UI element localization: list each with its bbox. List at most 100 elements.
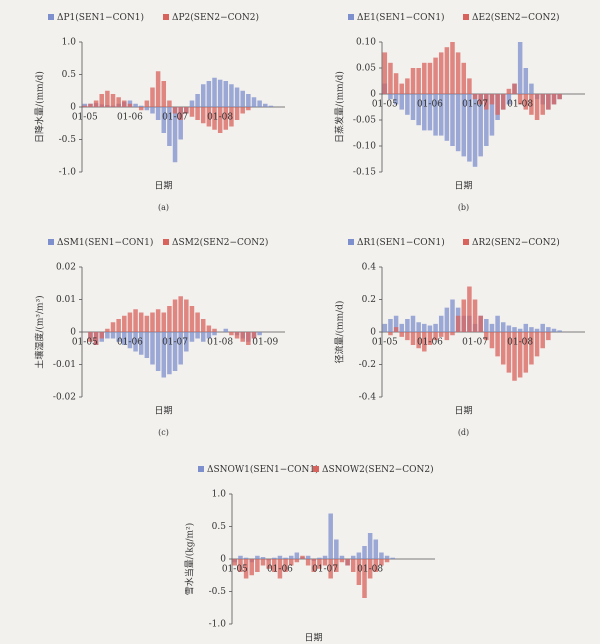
bar xyxy=(484,332,489,341)
bar xyxy=(484,94,489,146)
bar xyxy=(93,332,99,345)
bar xyxy=(484,94,489,110)
legend-label: ΔP2(SEN2−CON2) xyxy=(172,12,259,23)
legend-swatch xyxy=(48,239,54,245)
bar xyxy=(240,107,245,114)
legend-label: ΔR2(SEN2−CON2) xyxy=(472,237,560,248)
bar xyxy=(127,103,133,107)
bar xyxy=(410,68,416,94)
bar xyxy=(212,107,217,130)
bar xyxy=(82,105,88,107)
legend-label: ΔSNOW1(SEN1−CON1) xyxy=(207,464,319,475)
bar xyxy=(382,52,388,94)
bar xyxy=(195,107,200,120)
x-tick-label: 01-05 xyxy=(372,338,398,348)
x-tick-label: 01-06 xyxy=(417,100,443,110)
bar xyxy=(223,107,229,130)
bar xyxy=(172,107,178,114)
bar xyxy=(82,103,88,107)
bar xyxy=(416,332,421,349)
bar xyxy=(393,73,399,94)
bar xyxy=(240,90,245,107)
bar xyxy=(178,332,183,365)
y-axis-title: 径流量/(mm/d) xyxy=(334,301,346,364)
legend-swatch xyxy=(463,14,469,20)
bar xyxy=(356,552,362,559)
legend-swatch xyxy=(163,239,169,245)
bar xyxy=(294,552,300,559)
bar xyxy=(328,513,333,559)
bar xyxy=(489,332,495,349)
bar xyxy=(427,332,433,345)
bar xyxy=(444,307,450,332)
bar xyxy=(150,107,155,114)
bar xyxy=(410,315,416,332)
bar xyxy=(467,286,472,332)
bar xyxy=(322,559,328,566)
bar xyxy=(212,328,217,332)
bar xyxy=(467,78,472,94)
bar xyxy=(523,94,529,110)
y-tick-label: -0.15 xyxy=(353,168,376,178)
bar xyxy=(367,533,373,559)
bar xyxy=(399,323,404,332)
bar xyxy=(393,327,399,332)
bar xyxy=(110,332,116,339)
bar xyxy=(238,555,243,559)
x-tick-label: 01-06 xyxy=(417,338,443,348)
bar xyxy=(399,332,404,337)
bar xyxy=(178,107,183,140)
legend-label: ΔSM1(SEN1−CON1) xyxy=(57,237,153,248)
y-tick-label: -1.0 xyxy=(209,620,227,630)
bar xyxy=(99,94,104,107)
bar xyxy=(427,62,433,94)
x-tick-label: 01-07 xyxy=(162,338,188,348)
y-tick-label: 0.02 xyxy=(56,263,76,273)
y-tick-label: 0 xyxy=(220,555,226,565)
bar xyxy=(379,552,384,559)
bar xyxy=(478,94,483,157)
bar xyxy=(517,94,523,105)
bar xyxy=(144,107,150,111)
y-tick-label: 0 xyxy=(370,90,376,100)
bar xyxy=(334,559,339,572)
bar xyxy=(388,332,393,336)
bar xyxy=(178,107,183,120)
bar xyxy=(506,88,512,94)
bar xyxy=(223,81,229,107)
bar xyxy=(362,546,367,559)
bar xyxy=(506,94,512,105)
bar xyxy=(243,557,249,559)
bar xyxy=(455,315,461,332)
bar xyxy=(495,332,500,357)
x-tick-label: 01-05 xyxy=(72,113,98,123)
bar xyxy=(172,332,178,371)
bar xyxy=(478,94,483,105)
y-tick-label: 1.0 xyxy=(62,38,77,48)
bar xyxy=(534,332,540,357)
bar xyxy=(529,332,534,365)
bar xyxy=(489,94,495,136)
legend-swatch xyxy=(313,466,319,472)
bar xyxy=(144,100,150,107)
bar xyxy=(350,559,356,572)
bar xyxy=(461,299,467,332)
bar xyxy=(272,559,277,572)
bar xyxy=(317,559,322,569)
bar xyxy=(167,107,172,146)
bar xyxy=(356,559,362,585)
caption: (d) xyxy=(458,428,469,437)
y-tick-label: -0.5 xyxy=(59,135,77,145)
y-tick-label: 0 xyxy=(70,328,76,338)
bar xyxy=(546,94,551,110)
x-tick-label: 01-05 xyxy=(222,565,248,575)
bar xyxy=(144,315,150,332)
bar xyxy=(255,559,260,572)
bar xyxy=(251,332,257,339)
bar xyxy=(367,559,373,579)
legend-label: ΔSNOW2(SEN2−CON2) xyxy=(322,464,434,475)
bar xyxy=(557,94,562,100)
bar xyxy=(334,539,339,559)
legend-swatch xyxy=(198,466,204,472)
bar xyxy=(416,68,421,94)
